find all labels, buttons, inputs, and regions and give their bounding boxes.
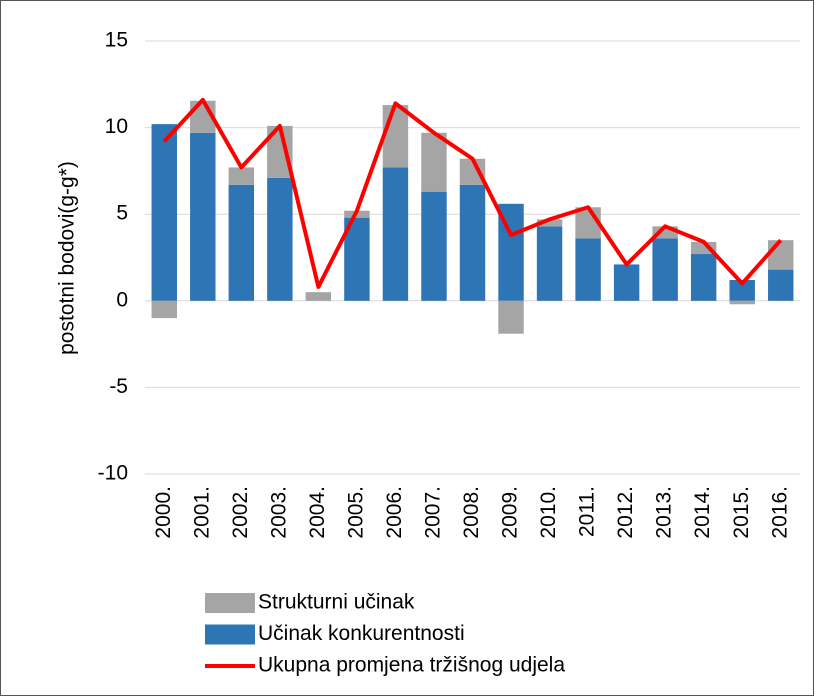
bar	[729, 300, 755, 305]
legend-swatch	[205, 593, 255, 613]
x-tick-label: 2007.	[422, 486, 445, 539]
y-tick-label: 15	[105, 29, 128, 52]
x-tick-label: 2004.	[306, 486, 329, 539]
x-tick-label: 2003.	[267, 486, 290, 539]
legend-label: Ukupna promjena tržišnog udjela	[258, 654, 565, 677]
y-tick-label: 10	[105, 115, 128, 138]
bar	[690, 254, 717, 301]
bar	[151, 300, 177, 319]
x-tick-label: 2000.	[152, 486, 175, 539]
bar	[421, 132, 447, 192]
x-tick-label: 2009.	[499, 486, 522, 539]
x-tick-label: 2006.	[383, 486, 406, 539]
x-tick-label: 2002.	[229, 486, 252, 539]
bar	[536, 219, 563, 227]
bar	[228, 167, 255, 185]
bar	[768, 240, 794, 270]
y-tick-label: -10	[98, 462, 128, 485]
bar	[267, 177, 293, 301]
bar	[536, 226, 563, 301]
bar	[382, 105, 409, 168]
y-tick-label: 5	[116, 202, 128, 225]
x-tick-label: 2010.	[537, 486, 560, 539]
bar	[190, 132, 216, 301]
bar	[729, 280, 755, 301]
x-tick-label: 2012.	[614, 486, 637, 539]
bar	[228, 184, 255, 301]
x-tick-label: 2011.	[576, 486, 599, 537]
x-tick-label: 2016.	[768, 486, 791, 539]
bar	[421, 191, 447, 301]
x-tick-label: 2005.	[344, 486, 367, 539]
bar	[575, 238, 601, 301]
x-tick-label: 2013.	[653, 486, 676, 539]
legend-label: Učinak konkurentnosti	[258, 622, 465, 645]
bar	[613, 264, 640, 301]
x-tick-label: 2001.	[190, 486, 213, 539]
bar	[768, 269, 794, 301]
bar	[498, 300, 524, 334]
x-tick-label: 2015.	[730, 486, 753, 539]
x-tick-label: 2014.	[691, 486, 714, 539]
bar	[459, 184, 486, 301]
y-tick-label: -5	[109, 375, 128, 398]
legend-swatch	[205, 624, 255, 645]
legend-label: Strukturni učinak	[258, 591, 415, 614]
y-axis-title: postotni bodovi(g-g*)	[56, 161, 79, 355]
bar	[151, 124, 177, 301]
bar	[382, 167, 409, 301]
line	[162, 97, 783, 289]
x-tick-label: 2008.	[460, 486, 483, 539]
bar	[305, 292, 332, 301]
bar	[652, 238, 678, 301]
y-tick-label: 0	[116, 288, 128, 311]
